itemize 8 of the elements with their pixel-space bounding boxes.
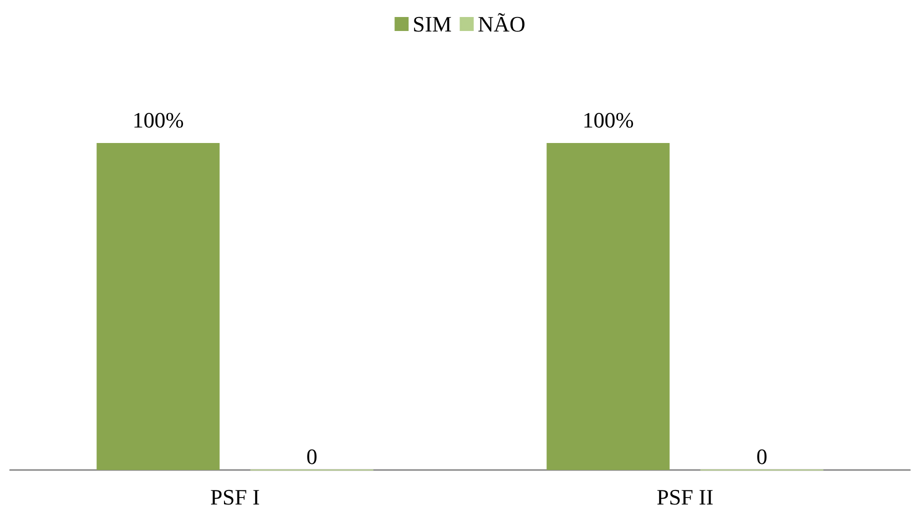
data-label: 0 [306, 444, 318, 469]
legend-label: NÃO [478, 12, 526, 36]
data-label: 100% [132, 108, 184, 132]
x-tick-label: PSF I [210, 484, 260, 510]
legend-label: SIM [412, 12, 452, 36]
x-tick-label: PSF II [656, 484, 714, 510]
data-label: 100% [582, 108, 634, 132]
data-label: 0 [756, 444, 768, 469]
